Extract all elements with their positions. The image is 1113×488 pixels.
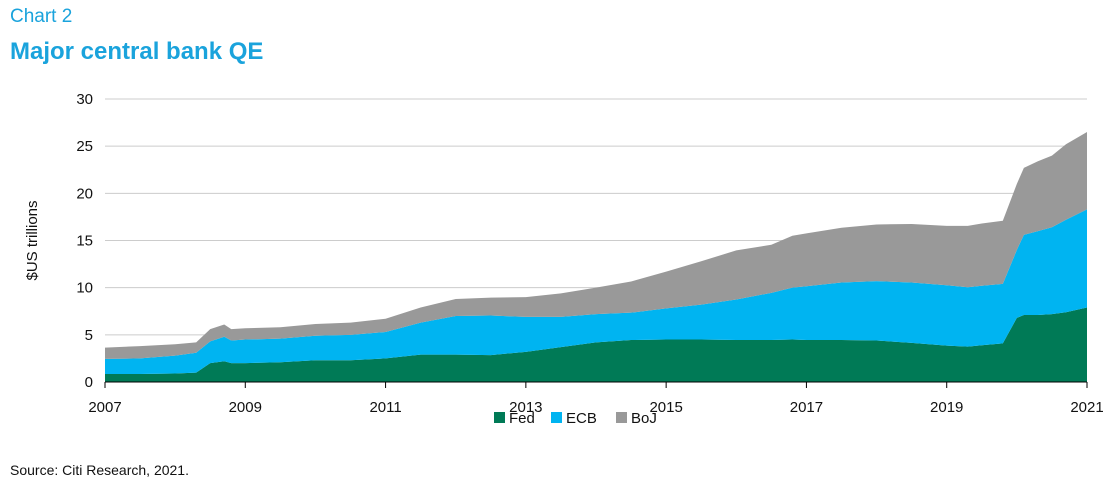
y-tick-label-20: 20 (76, 185, 93, 202)
legend-label-fed: Fed (509, 410, 535, 427)
x-tick-label-2009: 2009 (229, 399, 262, 416)
legend-swatch-fed (494, 412, 505, 423)
area-ecb (105, 209, 1087, 374)
area-fed (105, 307, 1087, 382)
legend-label-boj: BoJ (631, 410, 657, 427)
x-tick-label-2011: 2011 (369, 399, 401, 416)
y-tick-label-10: 10 (76, 280, 93, 297)
chart-title: Major central bank QE (10, 38, 264, 65)
chart-kicker: Chart 2 (10, 6, 73, 27)
y-tick-label-30: 30 (76, 91, 93, 108)
legend-swatch-boj (616, 412, 627, 423)
x-tick-label-2021: 2021 (1070, 399, 1103, 416)
area-boj (105, 132, 1087, 359)
x-tick-label-2013: 2013 (509, 399, 542, 416)
x-tick-label-2019: 2019 (930, 399, 963, 416)
x-tick-label-2007: 2007 (88, 399, 121, 416)
x-tick-label-2017: 2017 (790, 399, 823, 416)
x-tick-label-2015: 2015 (649, 399, 682, 416)
y-tick-label-0: 0 (85, 374, 93, 391)
y-tick-label-25: 25 (76, 138, 93, 155)
legend-swatch-ecb (551, 412, 562, 423)
source-note: Source: Citi Research, 2021. (10, 462, 189, 478)
y-tick-label-5: 5 (85, 327, 93, 344)
legend-label-ecb: ECB (566, 410, 597, 427)
y-axis-label: $US trillions (24, 200, 41, 280)
y-tick-label-15: 15 (76, 233, 93, 250)
